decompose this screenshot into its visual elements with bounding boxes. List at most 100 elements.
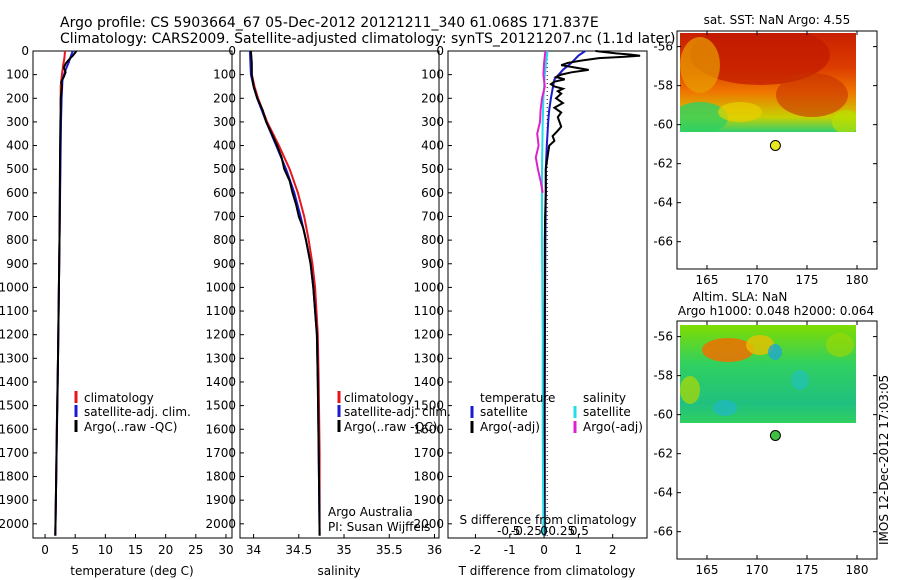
depth-tick-label: 400 bbox=[421, 139, 444, 153]
map-x-tick-label: 180 bbox=[846, 273, 869, 287]
depth-tick-label: 1100 bbox=[205, 304, 236, 318]
difference-legend-temperature: temperature satellite Argo(-adj) bbox=[470, 391, 555, 434]
map-y-tick-label: -64 bbox=[653, 196, 673, 210]
sst-cool-patch bbox=[718, 102, 762, 122]
series-argo-raw-qc bbox=[54, 50, 78, 536]
depth-tick-label: 0 bbox=[436, 44, 444, 58]
depth-tick-label: 0 bbox=[21, 44, 29, 58]
depth-tick-label: 900 bbox=[213, 257, 236, 271]
temperature-plot-frame bbox=[32, 50, 233, 539]
map-x-tick-label: 180 bbox=[846, 563, 869, 577]
sla-low-patch bbox=[768, 344, 782, 360]
x-tick-label: 0 bbox=[41, 543, 49, 557]
legend-s-argo-label: Argo(-adj) bbox=[583, 420, 643, 434]
map-x-tick-label: 165 bbox=[696, 563, 719, 577]
x-tick-label: -1 bbox=[504, 543, 516, 557]
map-y-tick-label: -60 bbox=[653, 118, 673, 132]
series-climatology bbox=[249, 50, 321, 536]
depth-tick-label: 800 bbox=[6, 233, 29, 247]
difference-chart: -2 -1 0 1 2-0.5-0.250 0.250.5 bbox=[469, 50, 641, 557]
depth-tick-label: 1200 bbox=[205, 328, 236, 342]
depth-tick-label: 200 bbox=[421, 91, 444, 105]
sst-cool-patch bbox=[680, 102, 728, 132]
depth-tick-label: 1400 bbox=[0, 375, 29, 389]
legend-satellite-label: satellite-adj. clim. bbox=[84, 405, 191, 419]
x-tick-label: 2 bbox=[609, 543, 617, 557]
depth-tick-label: 1500 bbox=[0, 399, 29, 413]
depth-tick-label: 1000 bbox=[0, 280, 29, 294]
temperature-xlabel: temperature (deg C) bbox=[70, 564, 193, 578]
depth-tick-label: 1400 bbox=[205, 375, 236, 389]
x-tick-label: 25 bbox=[188, 543, 203, 557]
sla-high-patch bbox=[702, 338, 754, 362]
legend-t-argo-label: Argo(-adj) bbox=[480, 420, 540, 434]
depth-tick-label: 1200 bbox=[0, 328, 29, 342]
t-difference-xlabel: T difference from climatology bbox=[458, 564, 636, 578]
map-y-tick-label: -66 bbox=[653, 235, 673, 249]
legend-argo-label: Argo(..raw -QC) bbox=[84, 420, 177, 434]
sla-map-subtitle: Argo h1000: 0.048 h2000: 0.064 bbox=[678, 304, 874, 318]
s-tick-label: -0.25 bbox=[511, 524, 542, 538]
sst-cool-patch bbox=[680, 37, 720, 93]
depth-tick-label: 1700 bbox=[205, 446, 236, 460]
depth-tick-label: 200 bbox=[213, 91, 236, 105]
depth-tick-label: 1300 bbox=[0, 351, 29, 365]
depth-tick-label: 500 bbox=[213, 162, 236, 176]
figure-title-line2: Climatology: CARS2009. Satellite-adjuste… bbox=[60, 31, 675, 47]
legend-climatology-label: climatology bbox=[84, 391, 154, 405]
series-argo-raw-qc bbox=[249, 50, 321, 536]
depth-tick-label: 1600 bbox=[413, 422, 444, 436]
depth-tick-label: 300 bbox=[213, 115, 236, 129]
depth-tick-label: 1800 bbox=[0, 470, 29, 484]
timestamp-stamp: IMOS 12-Dec-2012 17:03:05 bbox=[877, 375, 891, 545]
map-x-tick-label: 175 bbox=[796, 273, 819, 287]
sst-cool-patch bbox=[832, 110, 856, 132]
x-tick-label: 34.5 bbox=[285, 543, 312, 557]
x-tick-label: 1 bbox=[575, 543, 583, 557]
depth-tick-label: 800 bbox=[421, 233, 444, 247]
depth-tick-label: 400 bbox=[6, 139, 29, 153]
map-y-tick-label: -58 bbox=[653, 369, 673, 383]
x-tick-label: 15 bbox=[128, 543, 143, 557]
series-satellite-adj-clim bbox=[248, 50, 321, 536]
legend-climatology-label: climatology bbox=[344, 391, 414, 405]
x-tick-label: 5 bbox=[71, 543, 79, 557]
sst-warm-patch bbox=[690, 33, 830, 85]
map-x-tick-label: 175 bbox=[796, 563, 819, 577]
depth-tick-label: 0 bbox=[228, 44, 236, 58]
depth-tick-label: 1900 bbox=[205, 493, 236, 507]
x-tick-label: 30 bbox=[218, 543, 233, 557]
series-t-argo-adj bbox=[543, 50, 641, 536]
legend-satellite-label: satellite-adj. clim. bbox=[344, 405, 451, 419]
sla-map-title: Altim. SLA: NaN bbox=[693, 290, 788, 304]
s-tick-label: -0.5 bbox=[497, 524, 520, 538]
depth-tick-label: 1600 bbox=[0, 422, 29, 436]
sst-map-axes: 165 170 175 180 -56 -58 -60 -62 -64 -66 bbox=[653, 31, 877, 287]
depth-tick-label: 1300 bbox=[413, 351, 444, 365]
salinity-legend: climatology satellite-adj. clim. Argo(..… bbox=[337, 391, 451, 434]
depth-tick-label: 1100 bbox=[413, 304, 444, 318]
depth-tick-label: 2000 bbox=[0, 517, 29, 531]
difference-legend-salinity: salinity satellite Argo(-adj) bbox=[573, 391, 643, 434]
depth-tick-label: 1300 bbox=[205, 351, 236, 365]
argo-float-marker bbox=[769, 140, 781, 151]
sla-low-patch bbox=[713, 400, 737, 416]
legend-s-title: salinity bbox=[583, 391, 626, 405]
figure-title-line1: Argo profile: CS 5903664_67 05-Dec-2012 … bbox=[60, 15, 599, 31]
depth-tick-label: 1600 bbox=[205, 422, 236, 436]
depth-tick-label: 600 bbox=[6, 186, 29, 200]
sla-low-patch bbox=[791, 370, 809, 390]
depth-tick-label: 400 bbox=[213, 139, 236, 153]
depth-tick-label: 100 bbox=[421, 68, 444, 82]
depth-tick-label: 1400 bbox=[413, 375, 444, 389]
sla-high-patch bbox=[680, 376, 700, 404]
argo-float-marker bbox=[769, 430, 781, 441]
map-x-tick-label: 165 bbox=[696, 273, 719, 287]
map-x-tick-label: 170 bbox=[746, 273, 769, 287]
depth-tick-label: 1100 bbox=[0, 304, 29, 318]
s-tick-label: 0 bbox=[540, 524, 548, 538]
depth-tick-label: 1900 bbox=[0, 493, 29, 507]
legend-t-satellite-label: satellite bbox=[480, 405, 528, 419]
s-tick-label: 0.5 bbox=[570, 524, 589, 538]
depth-tick-label: 1700 bbox=[0, 446, 29, 460]
